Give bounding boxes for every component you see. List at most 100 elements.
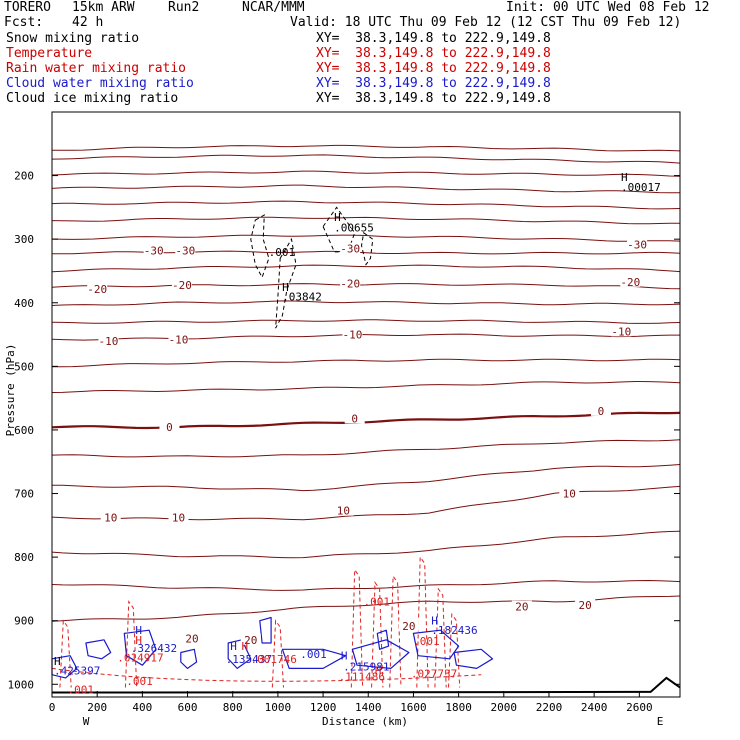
annotation-label: .425397 (54, 664, 100, 677)
temperature-label: 20 (578, 599, 591, 612)
rain-water-contour (51, 667, 482, 682)
annotation-label: .001 (269, 246, 296, 259)
annotation-label: H (241, 640, 248, 653)
temperature-label: 20 (185, 633, 198, 646)
temperature-label: 10 (104, 512, 117, 525)
temperature-label: -20 (87, 283, 107, 296)
init-time: Init: 00 UTC Wed 08 Feb 12 (506, 0, 710, 15)
field-xy-temperature: XY= 38.3,149.8 to 222.9,149.8 (316, 46, 551, 61)
valid-time: Valid: 18 UTC Thu 09 Feb 12 (12 CST Thu … (290, 15, 682, 30)
plot-layer: -30 -30 -30 -30 -20 -20 -20 -20 -10 -10 -10 -10 0 0 0 1… (51, 144, 681, 696)
y-tick-label: 600 (14, 424, 34, 437)
isotherm-line (51, 579, 681, 591)
y-tick-label: 300 (14, 233, 34, 246)
annotation-label: H (135, 634, 142, 647)
temperature-label: -10 (169, 334, 189, 347)
y-tick-label: 700 (14, 488, 34, 501)
field-xy-rain: XY= 38.3,149.8 to 222.9,149.8 (316, 61, 551, 76)
annotation-label: H (431, 615, 438, 628)
x-tick-label: 1000 (265, 701, 292, 714)
isotherm-line (51, 144, 681, 152)
temperature-label: -30 (340, 243, 360, 256)
temperature-label: 20 (515, 601, 528, 614)
y-tick-label: 900 (14, 615, 34, 628)
rain-water-contour (350, 568, 364, 688)
annotation-label: .03842 (282, 290, 322, 303)
temperature-label-bg (143, 244, 164, 256)
x-tick-label: 600 (178, 701, 198, 714)
x-tick-label: 2600 (626, 701, 653, 714)
rain-water-contour (389, 574, 402, 688)
field-name-temperature: Temperature (6, 46, 93, 61)
annotation-label: H (341, 650, 348, 663)
temperature-label-bg (344, 412, 365, 424)
cloud-water-contour (227, 639, 252, 669)
isotherm-line (51, 439, 681, 458)
temperature-label-bg (559, 487, 580, 499)
temperature-label: -10 (343, 329, 363, 342)
isotherm-line (51, 200, 681, 210)
rain-water-contour (371, 581, 384, 688)
temperature-label-bg (168, 511, 189, 523)
isotherm-line (51, 264, 681, 273)
west-end-label: W (83, 715, 90, 728)
temperature-label: -10 (99, 335, 119, 348)
x-tick-label: 1800 (445, 701, 472, 714)
x-tick-label: 0 (49, 701, 56, 714)
annotation-label: .001 (363, 596, 390, 609)
field-xy-cloud-water: XY= 38.3,149.8 to 222.9,149.8 (316, 76, 551, 91)
temperature-label: -10 (611, 325, 631, 338)
temperature-label: 0 (598, 405, 605, 418)
temperature-label-bg (398, 619, 419, 631)
temperature-label-bg (240, 633, 261, 645)
cloud-water-contour (180, 648, 198, 669)
ground-line (51, 676, 681, 694)
cloud-water-contour (281, 648, 347, 669)
cloud-water-contour (351, 639, 410, 669)
temperature-label: -30 (627, 238, 647, 251)
cloud-water-contour (123, 629, 157, 666)
annotation-label: .001746 (251, 653, 297, 666)
cloud-water-contour (85, 639, 112, 660)
temperature-label-bg (340, 242, 361, 254)
temperature-label-bg (590, 404, 611, 416)
temperature-label-bg (575, 598, 596, 610)
cloud-ice-contour (360, 231, 374, 266)
annotation-label: .014917 (117, 652, 163, 665)
annotation-label: .135437 (226, 653, 272, 666)
annotation-label: .00017 (621, 181, 661, 194)
field-xy-cloud-ice: XY= 38.3,149.8 to 222.9,149.8 (316, 91, 551, 106)
annotation-label: H (282, 281, 289, 294)
isotherm-line (51, 283, 681, 290)
isotherm-line (51, 485, 681, 521)
y-tick-label: 1000 (8, 678, 35, 691)
x-tick-label: 800 (223, 701, 243, 714)
annotation-label: H (375, 664, 382, 677)
run-label: Run2 (168, 0, 200, 15)
temperature-label-bg (620, 275, 641, 287)
temperature-label: 10 (337, 505, 350, 518)
annotation-label: .215981 (343, 660, 389, 673)
model-name: TORERO (4, 0, 51, 15)
field-name-cloud-ice: Cloud ice mixing ratio (6, 91, 179, 106)
model-resolution: 15km ARW (72, 0, 135, 15)
isotherm-line (51, 184, 681, 194)
temperature-label: 10 (172, 512, 185, 525)
field-xy-snow: XY= 38.3,149.8 to 222.9,149.8 (316, 31, 551, 46)
y-tick-label: 200 (14, 170, 34, 183)
isotherm-line (51, 530, 681, 559)
x-tick-label: 1400 (355, 701, 382, 714)
temperature-label-bg (333, 504, 354, 516)
forecast-label: Fcst: (4, 15, 44, 30)
temperature-label-bg (98, 334, 119, 346)
cloud-water-contour (376, 629, 390, 650)
annotation-label: .001 (68, 683, 95, 696)
field-name-cloud-water: Cloud water mixing ratio (6, 76, 194, 91)
y-axis-label: Pressure (hPa) (4, 344, 17, 437)
temperature-label: -30 (144, 245, 164, 258)
rain-water-contour (448, 612, 461, 688)
isotherm-line (51, 464, 681, 492)
field-name-rain: Rain water mixing ratio (6, 61, 187, 76)
y-tick-label: 500 (14, 360, 34, 373)
